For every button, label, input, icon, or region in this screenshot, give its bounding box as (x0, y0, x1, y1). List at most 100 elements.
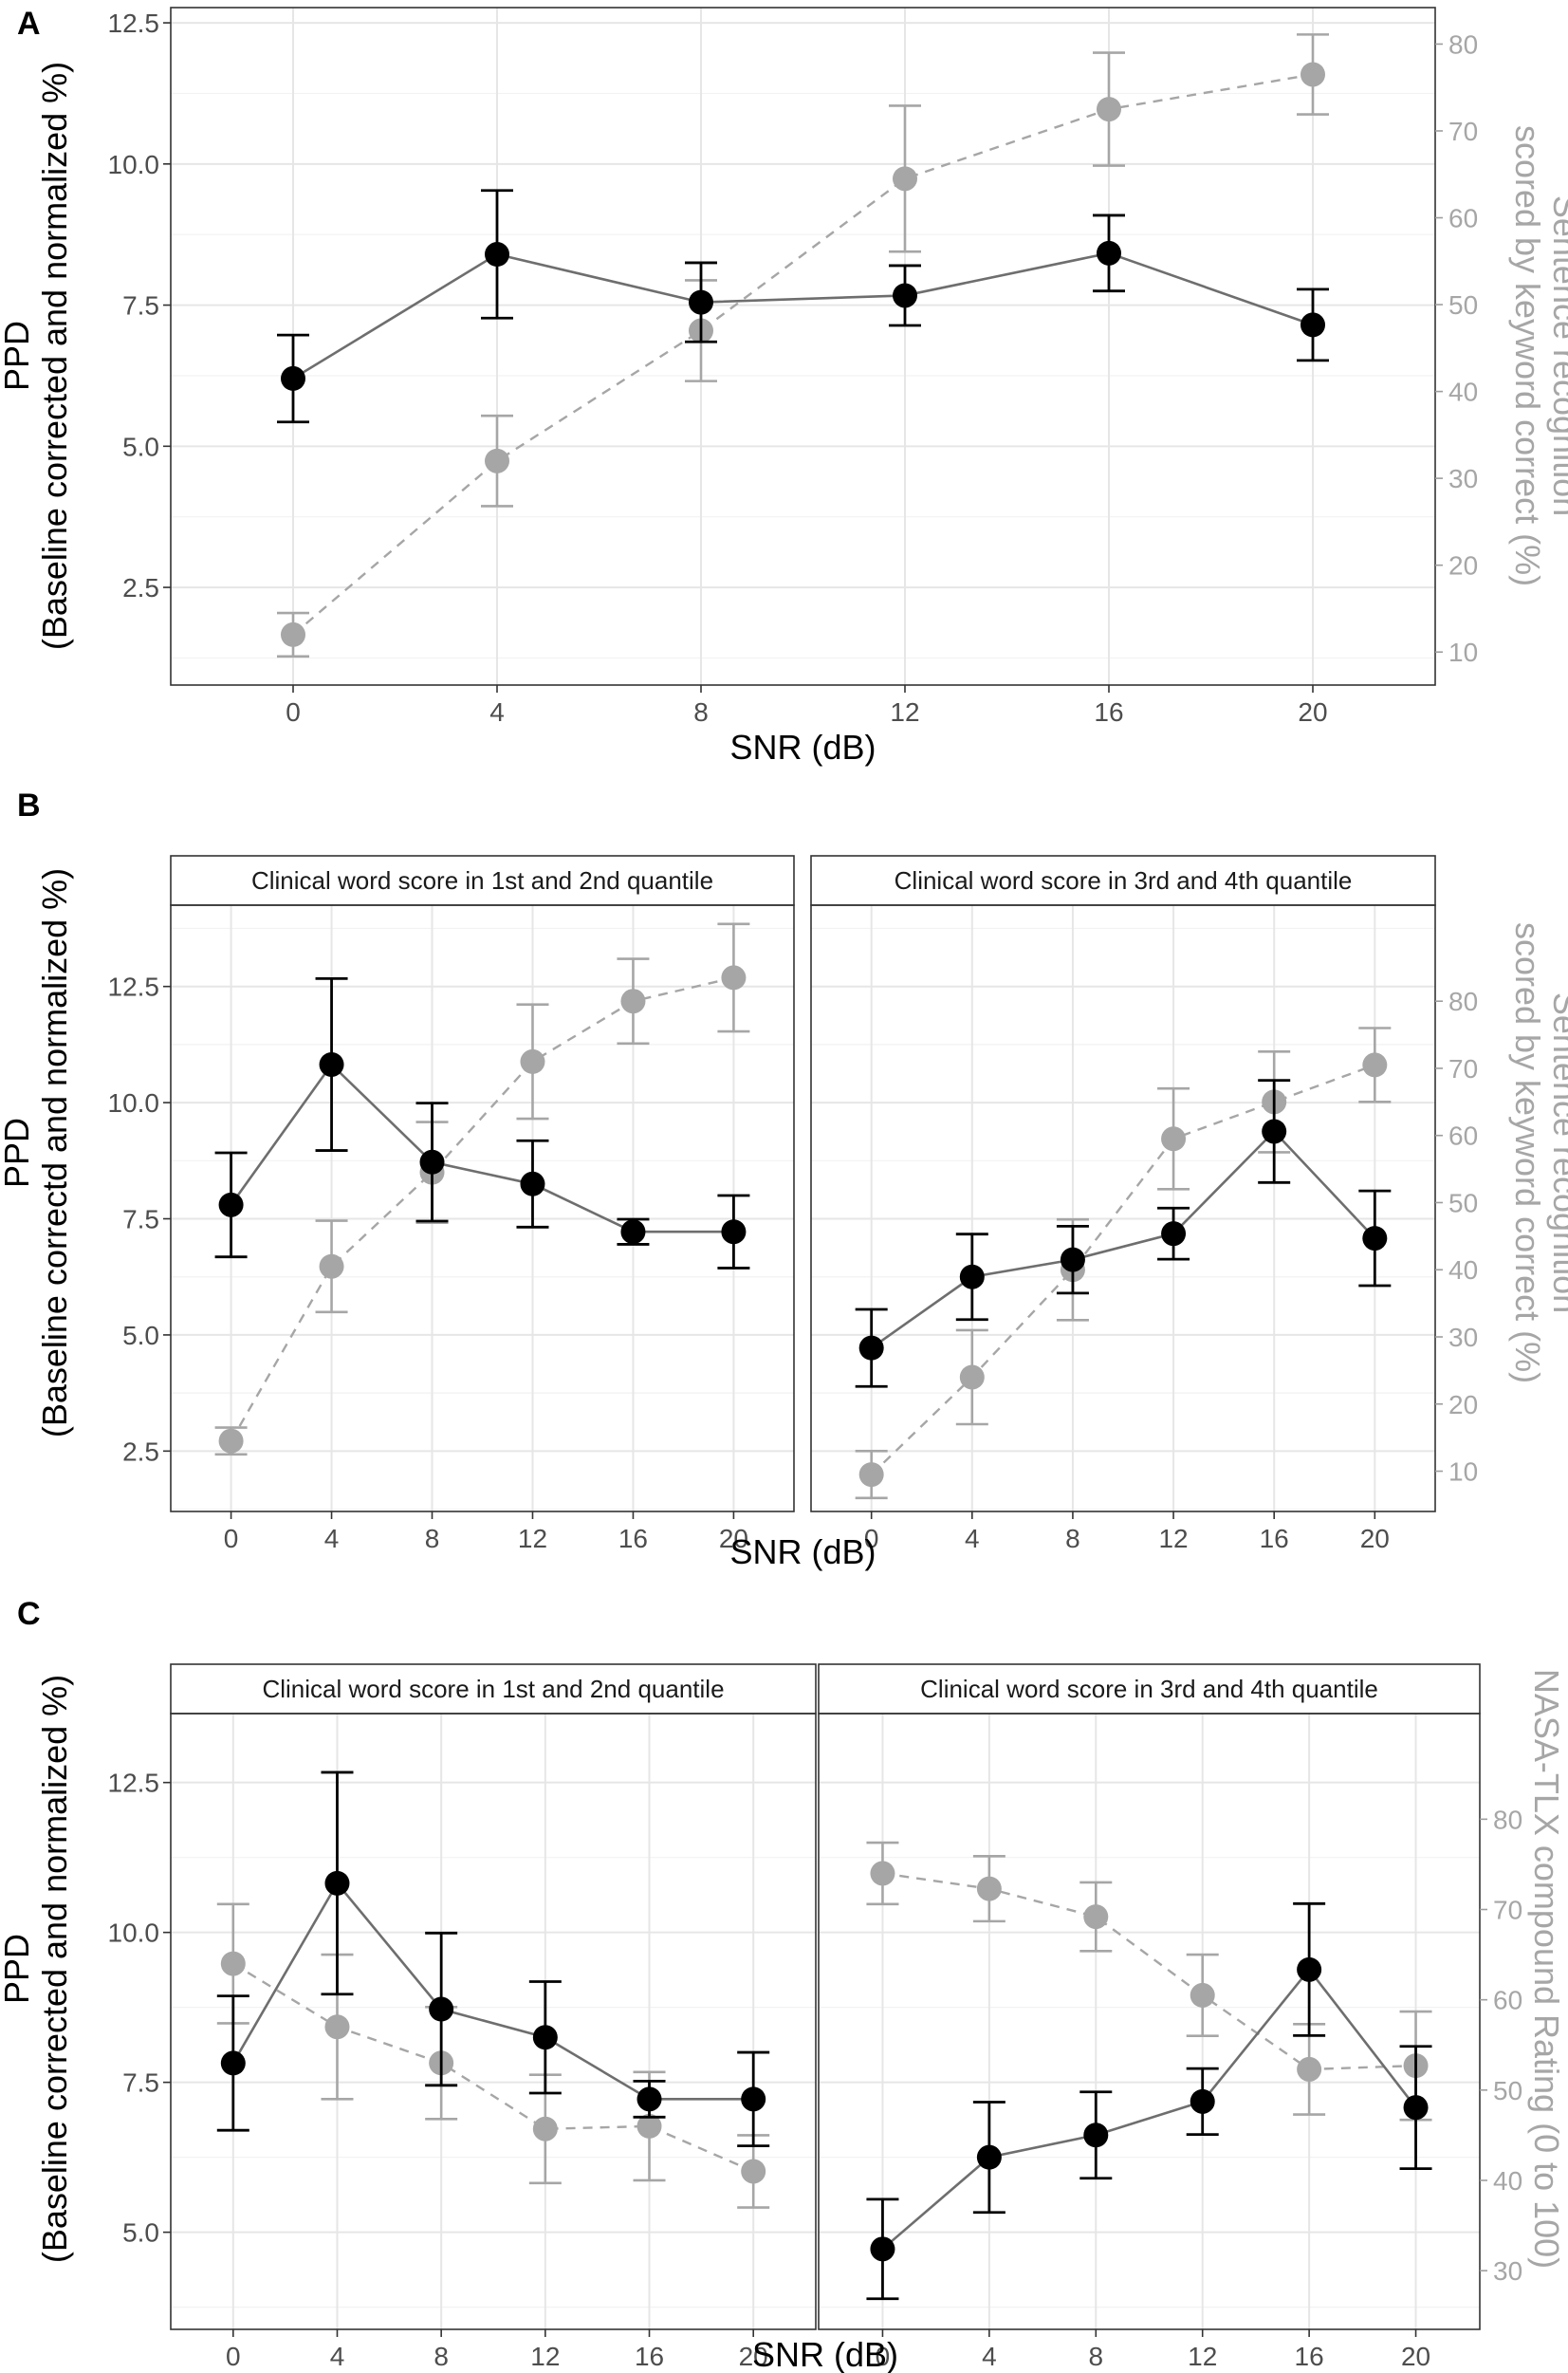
series-line (292, 73, 1314, 636)
y-tick-label: 12.5 (108, 1769, 160, 1798)
x-tick-label: 0 (286, 697, 301, 727)
x-axis-title: SNR (dB) (729, 728, 876, 767)
facet-strip (818, 1663, 1481, 1715)
facet: Clinical word score in 1st and 2nd quant… (108, 855, 795, 1553)
data-point (419, 1149, 445, 1175)
x-tick-label: 16 (1260, 1524, 1289, 1553)
y2-tick-label: 30 (1448, 1323, 1478, 1352)
data-point (870, 2236, 895, 2262)
data-point (319, 1253, 344, 1279)
x-tick-label: 20 (1298, 697, 1327, 727)
y2-tick-label: 60 (1448, 1122, 1478, 1151)
y-axis-title-line: (Baseline corrected and normalized %) (35, 62, 74, 650)
y-tick-label: 5.0 (122, 432, 159, 461)
x-tick-label: 16 (1295, 2342, 1324, 2371)
x-tick-label: 8 (1089, 2342, 1104, 2371)
plot-area (819, 1714, 1480, 2329)
data-point (1083, 1904, 1109, 1930)
y2-tick-label: 50 (1448, 1188, 1478, 1217)
data-point (1301, 312, 1325, 338)
data-point (1301, 62, 1325, 87)
data-point (636, 2113, 662, 2139)
data-point (741, 2086, 766, 2112)
facet: Clinical word score in 3rd and 4th quant… (818, 1663, 1522, 2371)
x-tick-label: 8 (693, 697, 709, 727)
plot-area (171, 905, 794, 1511)
x-tick-label: 16 (1094, 697, 1123, 727)
facet-strip (170, 1663, 817, 1715)
ppd-series (277, 189, 1329, 424)
y-axis-title-line: PPD (0, 321, 36, 391)
data-point (689, 289, 713, 315)
data-point (532, 2116, 558, 2141)
panel-label: A (17, 6, 41, 42)
y2-tick-label: 70 (1448, 1054, 1478, 1084)
data-point (324, 1870, 350, 1896)
x-tick-label: 16 (618, 1524, 648, 1553)
x-tick-label: 4 (324, 1524, 340, 1553)
plot-frame (170, 7, 1436, 686)
series-line (232, 1962, 754, 2173)
data-point (520, 1048, 545, 1074)
y2-tick-label: 80 (1448, 987, 1478, 1016)
y2-tick-label: 80 (1448, 29, 1478, 59)
x-tick-label: 4 (489, 697, 505, 727)
x-tick-label: 20 (1360, 1524, 1390, 1553)
y2-axis-title-line: scored by keyword correct (%) (1508, 125, 1547, 586)
y2-tick-label: 10 (1448, 1457, 1478, 1487)
panel-label: C (17, 1596, 41, 1632)
y-tick-label: 7.5 (122, 291, 159, 321)
y-tick-label: 10.0 (108, 1919, 160, 1948)
y-axis-title: PPD(Baseline corrected and normalized %) (0, 62, 74, 650)
data-point (281, 365, 305, 391)
y2-tick-label: 20 (1448, 551, 1478, 581)
y2-axis-title-line: Sentence recognition (1546, 992, 1568, 1313)
plot-area (811, 905, 1435, 1511)
y2-tick-label: 60 (1493, 1986, 1522, 2015)
y2-tick-label: 40 (1448, 378, 1478, 407)
y2-axis-title-line: scored by keyword correct (%) (1508, 922, 1547, 1383)
y-tick-label: 12.5 (108, 9, 160, 38)
data-point (1297, 1956, 1322, 1982)
x-tick-label: 12 (1158, 1524, 1188, 1553)
y-tick-label: 5.0 (122, 1321, 159, 1350)
x-tick-label: 20 (719, 1524, 748, 1553)
y2-tick-label: 50 (1493, 2076, 1522, 2105)
panel-b: B Clinical word score in 1st and 2nd quan… (0, 788, 1568, 1571)
facet-strip-label: Clinical word score in 1st and 2nd quant… (251, 866, 713, 895)
x-tick-label: 20 (1401, 2342, 1430, 2371)
x-tick-label: 0 (864, 1524, 879, 1553)
plot-frame (810, 904, 1436, 1512)
y2-axis-title-line: NASA-TLX compound Rating (0 to 100) (1527, 1669, 1566, 2269)
data-point (532, 2025, 558, 2050)
y2-tick-label: 60 (1448, 204, 1478, 233)
ppd-series (214, 976, 750, 1270)
x-tick-label: 4 (965, 1524, 980, 1553)
x-tick-label: 12 (518, 1524, 547, 1553)
x-tick-label: 8 (1065, 1524, 1080, 1553)
x-tick-label: 0 (226, 2342, 241, 2371)
data-point (324, 2014, 350, 2040)
y-tick-label: 7.5 (122, 2068, 159, 2098)
series-line (230, 1062, 734, 1233)
y2-tick-label: 70 (1493, 1896, 1522, 1925)
y2-axis-title: Sentence recognitionscored by keyword co… (1508, 922, 1568, 1383)
data-point (520, 1171, 545, 1196)
data-point (1161, 1221, 1187, 1247)
plot-frame (170, 904, 795, 1512)
x-tick-label: 20 (739, 2342, 768, 2371)
y2-tick-label: 70 (1448, 117, 1478, 146)
data-point (218, 1428, 244, 1454)
data-point (220, 2050, 246, 2076)
plot-area (171, 8, 1435, 685)
data-point (870, 1861, 895, 1886)
y2-tick-label: 80 (1493, 1805, 1522, 1834)
data-point (620, 989, 646, 1014)
data-point (485, 448, 509, 473)
series-line (231, 1881, 754, 2101)
facet: Clinical word score in 1st and 2nd quant… (108, 1663, 817, 2371)
y2-tick-label: 20 (1448, 1390, 1478, 1419)
y-tick-label: 2.5 (122, 1437, 159, 1466)
data-point (976, 1876, 1002, 1901)
data-point (636, 2086, 662, 2112)
